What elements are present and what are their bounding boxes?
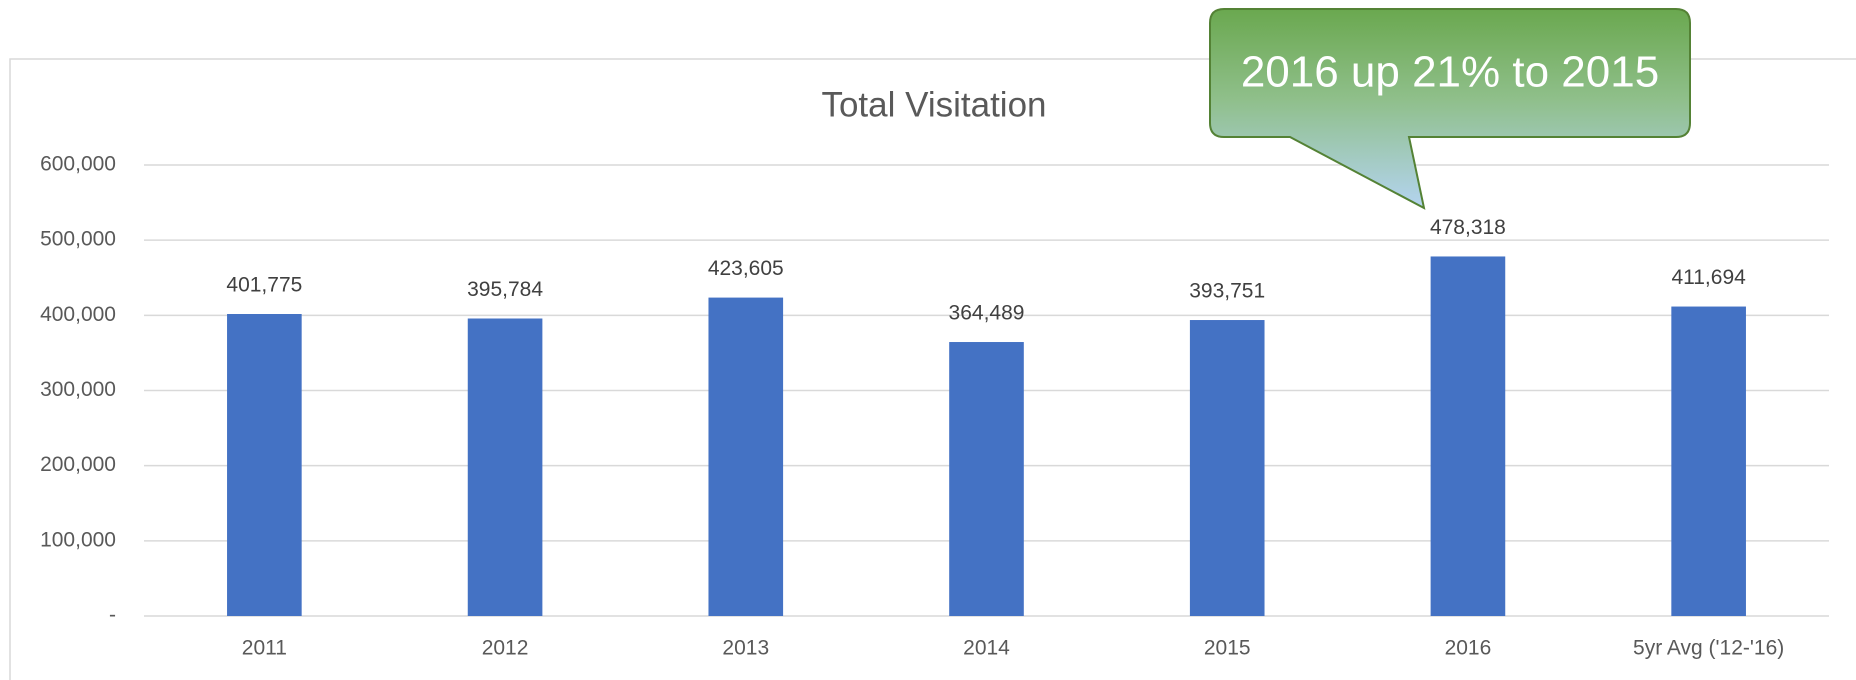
x-tick-label: 2014	[963, 637, 1010, 660]
x-tick-label: 2015	[1204, 637, 1251, 660]
value-label: 401,775	[226, 274, 302, 297]
x-tick-label: 5yr Avg ('12-'16)	[1633, 637, 1784, 660]
x-tick-label: 2012	[482, 637, 529, 660]
value-label: 478,318	[1430, 216, 1506, 239]
x-tick-label: 2013	[722, 637, 769, 660]
chart-title: Total Visitation	[821, 85, 1046, 124]
y-tick-label: 100,000	[40, 528, 116, 551]
bar	[949, 342, 1024, 616]
y-tick-label: 400,000	[40, 303, 116, 326]
value-label: 364,489	[949, 302, 1025, 325]
bar	[1671, 306, 1746, 616]
y-tick-label: 600,000	[40, 153, 116, 176]
bar	[227, 313, 302, 616]
value-label: 395,784	[467, 278, 543, 301]
callout	[1209, 8, 1691, 210]
bar	[708, 297, 784, 616]
x-tick-label: 2011	[242, 637, 287, 660]
bar	[467, 318, 543, 616]
bar	[1430, 256, 1506, 616]
y-tick-label: 500,000	[40, 228, 116, 251]
callout-text: 2016 up 21% to 2015	[1241, 48, 1659, 97]
chart-border	[9, 58, 1856, 680]
y-tick-label: 200,000	[40, 453, 116, 476]
bar	[1189, 320, 1265, 616]
x-tick-label: 2016	[1445, 637, 1492, 660]
value-label: 423,605	[708, 257, 784, 280]
y-tick-label: -	[109, 604, 116, 627]
y-tick-label: 300,000	[40, 378, 116, 401]
value-label: 411,694	[1671, 266, 1746, 289]
value-label: 393,751	[1189, 280, 1265, 303]
